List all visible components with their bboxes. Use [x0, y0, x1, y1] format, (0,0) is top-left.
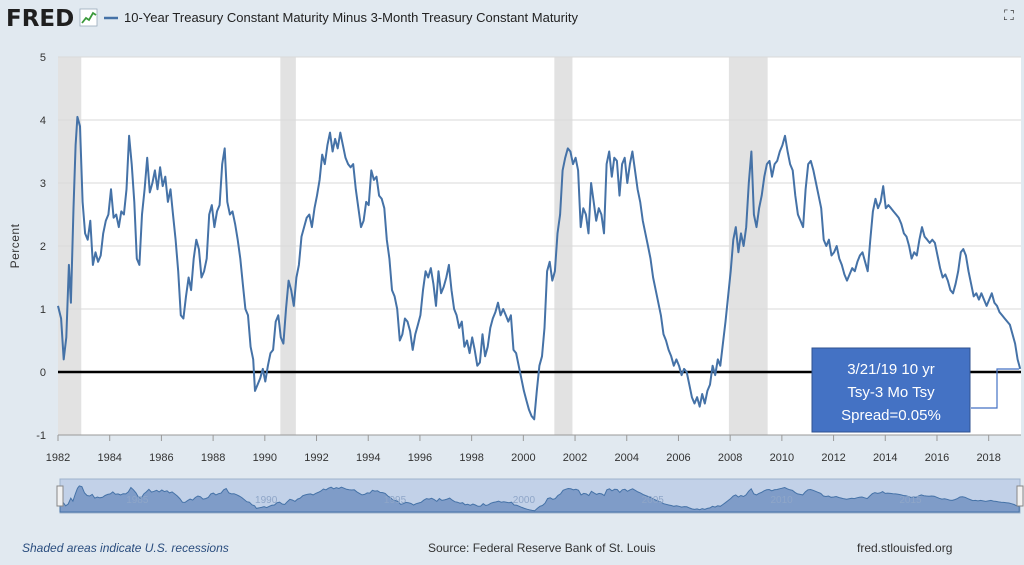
y-axis-label: Percent — [8, 223, 22, 268]
annotation-box — [811, 347, 971, 433]
navigator-label: 2015 — [899, 495, 922, 506]
annotation-line-1: 3/21/19 10 yr — [847, 361, 935, 378]
annotation-line-2: Tsy-3 Mo Tsy — [847, 384, 935, 401]
x-tick-label: 2012 — [821, 452, 845, 464]
navigator-label: 1990 — [255, 495, 278, 506]
x-tick-label: 2014 — [873, 452, 897, 464]
y-tick-label: 2 — [40, 241, 46, 253]
navigator-area — [59, 485, 1020, 513]
fred-logo[interactable]: FRED — [6, 6, 74, 32]
x-tick-label: 1982 — [46, 452, 70, 464]
navigator-handle-left[interactable] — [56, 485, 64, 507]
x-tick-label: 2000 — [511, 452, 535, 464]
navigator-label: 2010 — [770, 495, 793, 506]
x-tick-label: 1988 — [201, 452, 225, 464]
y-tick-label: 3 — [40, 178, 46, 190]
navigator-label: 1995 — [384, 495, 407, 506]
y-tick-label: 1 — [40, 304, 46, 316]
source-note: Source: Federal Reserve Bank of St. Loui… — [428, 541, 655, 555]
x-tick-label: 1994 — [356, 452, 380, 464]
y-tick-label: 0 — [40, 367, 46, 379]
fred-logo-graph-icon — [79, 8, 98, 27]
x-tick-label: 1984 — [97, 452, 121, 464]
x-tick-label: 2002 — [563, 452, 587, 464]
x-tick-label: 2016 — [925, 452, 949, 464]
y-tick-label: -1 — [36, 430, 46, 442]
x-tick-label: 2010 — [770, 452, 794, 464]
annotation-callout: 3/21/19 10 yr Tsy-3 Mo Tsy Spread=0.05% — [811, 347, 1019, 433]
range-navigator[interactable]: 1985 1990 1995 2000 2005 2010 2015 — [56, 478, 1024, 514]
site-link[interactable]: fred.stlouisfed.org — [857, 541, 952, 555]
annotation-line-3: Spread=0.05% — [841, 407, 941, 424]
x-tick-label: 2004 — [615, 452, 639, 464]
navigator-label: 1985 — [126, 495, 149, 506]
navigator-label: 2000 — [513, 495, 536, 506]
recession-note: Shaded areas indicate U.S. recessions — [22, 541, 229, 555]
x-tick-label: 1986 — [149, 452, 173, 464]
x-tick-label: 1998 — [459, 452, 483, 464]
navigator-label: 2005 — [642, 495, 665, 506]
annotation-connector — [971, 368, 1019, 409]
x-tick-label: 1992 — [304, 452, 328, 464]
series-line — [57, 115, 1022, 421]
navigator-handle-right[interactable] — [1016, 485, 1024, 507]
x-tick-label: 1996 — [408, 452, 432, 464]
x-tick-label: 2018 — [976, 452, 1000, 464]
x-tick-label: 2008 — [718, 452, 742, 464]
expand-icon[interactable]: ⛶ — [1004, 8, 1014, 24]
y-tick-label: 5 — [40, 52, 46, 64]
series-title: 10-Year Treasury Constant Maturity Minus… — [124, 10, 578, 25]
x-tick-label: 1990 — [253, 452, 277, 464]
x-tick-label: 2006 — [666, 452, 690, 464]
y-tick-label: 4 — [40, 115, 46, 127]
